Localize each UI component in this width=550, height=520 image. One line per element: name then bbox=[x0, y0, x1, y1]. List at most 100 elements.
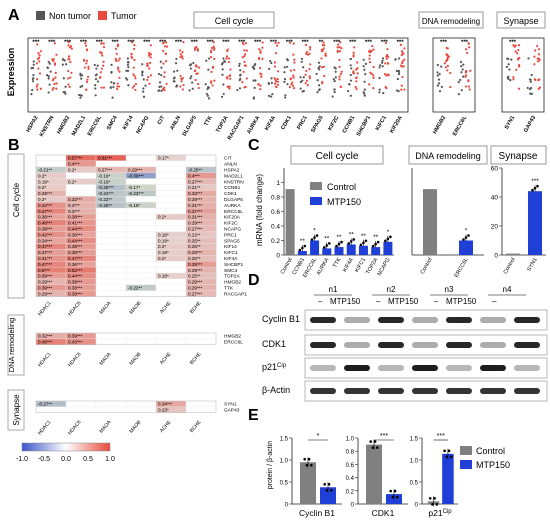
e-replicate-dot bbox=[303, 457, 307, 461]
tumor-point bbox=[244, 85, 247, 88]
heat-value: -0.21** bbox=[38, 168, 52, 173]
tumor-point bbox=[226, 48, 229, 51]
c-y-tick-label: 0 bbox=[494, 253, 498, 260]
tumor-point bbox=[276, 80, 280, 83]
significance-label: *** bbox=[127, 40, 135, 46]
non-tumor-point bbox=[505, 65, 508, 69]
tumor-point bbox=[340, 70, 343, 73]
tumor-point bbox=[293, 61, 296, 64]
tumor-point bbox=[323, 75, 326, 78]
non-tumor-point bbox=[190, 75, 193, 78]
heat-cell bbox=[95, 243, 127, 250]
panel-b-label: B bbox=[8, 137, 20, 154]
heat-value: 0.48*** bbox=[38, 221, 53, 226]
heat-value: 0.2* bbox=[68, 168, 76, 173]
e-y-tick-label: 1.0 bbox=[280, 459, 289, 465]
heat-row-label: HMGB2 bbox=[224, 280, 241, 286]
tumor-point bbox=[116, 82, 119, 85]
bar-ercc6l bbox=[459, 240, 473, 255]
e-significance-label: * bbox=[317, 433, 320, 440]
tumor-point bbox=[305, 50, 309, 54]
tumor-point bbox=[131, 86, 134, 89]
replicate-dot bbox=[389, 235, 392, 239]
heat-row-label: PRC1 bbox=[224, 232, 237, 238]
replicate-dot bbox=[301, 246, 304, 250]
heat-value: 0.39*** bbox=[68, 280, 83, 285]
tumor-point bbox=[225, 55, 229, 58]
tumor-point bbox=[228, 75, 231, 78]
tumor-point bbox=[148, 51, 151, 54]
tumor-point bbox=[533, 63, 536, 66]
non-tumor-point bbox=[160, 74, 163, 77]
significance-label: ** bbox=[361, 233, 367, 240]
non-tumor-point bbox=[47, 91, 50, 94]
non-tumor-point bbox=[349, 79, 353, 82]
panel-c-label: C bbox=[248, 137, 260, 154]
heat-value: 0.39*** bbox=[68, 334, 83, 339]
tumor-point bbox=[163, 86, 166, 89]
heat-cell bbox=[185, 400, 217, 408]
panel-a-ylabel: Expression bbox=[6, 48, 16, 97]
tumor-point bbox=[446, 69, 449, 72]
tumor-point bbox=[293, 68, 296, 72]
non-tumor-point bbox=[364, 73, 367, 76]
gene-tick-label: NCAPG bbox=[135, 115, 150, 135]
heat-value: 0.5*** bbox=[38, 268, 50, 273]
significance-label: *** bbox=[96, 40, 104, 46]
heat-value: 0.39*** bbox=[188, 262, 203, 267]
non-tumor-point bbox=[440, 65, 443, 68]
tumor-point bbox=[340, 47, 343, 50]
tumor-point bbox=[356, 72, 359, 75]
e-replicate-dot bbox=[327, 482, 331, 486]
non-tumor-point bbox=[127, 66, 130, 69]
tumor-point bbox=[182, 41, 185, 44]
tumor-point bbox=[51, 79, 54, 82]
tumor-point bbox=[308, 75, 311, 78]
panel-b-group-cell-cycle: Cell cycle bbox=[12, 182, 21, 217]
blot-band bbox=[378, 388, 404, 394]
non-tumor-point bbox=[458, 78, 462, 82]
non-tumor-point bbox=[529, 78, 532, 81]
heat-row-label: KIF14 bbox=[224, 244, 237, 250]
tumor-point bbox=[194, 78, 197, 82]
tumor-point bbox=[277, 41, 280, 44]
tumor-point bbox=[259, 88, 262, 91]
non-tumor-point bbox=[462, 63, 465, 66]
blot-row-label: p21Cip bbox=[262, 362, 287, 372]
tumor-point bbox=[260, 75, 263, 78]
heat-cell bbox=[95, 207, 127, 215]
heat-value: 0.57*** bbox=[68, 156, 83, 161]
non-tumor-point bbox=[460, 65, 463, 68]
non-tumor-point bbox=[207, 85, 210, 89]
tumor-point bbox=[467, 85, 471, 88]
tumor-point bbox=[146, 64, 149, 68]
panel-a-axes-cell-cycle bbox=[27, 37, 409, 113]
significance-label: ** bbox=[349, 231, 355, 238]
non-tumor-point bbox=[527, 57, 530, 60]
non-tumor-point bbox=[80, 94, 83, 97]
non-tumor-point bbox=[318, 88, 321, 91]
e-replicate-dot bbox=[325, 488, 329, 492]
tumor-point bbox=[241, 56, 244, 59]
non-tumor-point bbox=[363, 88, 366, 91]
tumor-point bbox=[443, 62, 446, 65]
non-tumor-point bbox=[253, 67, 256, 70]
significance-label: *** bbox=[222, 40, 230, 46]
tumor-point bbox=[116, 66, 120, 69]
e-replicate-dot bbox=[431, 503, 434, 506]
e-replicate-dot bbox=[447, 449, 451, 453]
non-tumor-point bbox=[350, 67, 353, 70]
e-replicate-dot bbox=[371, 446, 375, 449]
tumor-point bbox=[66, 77, 70, 80]
gene-tick-label: CIT bbox=[157, 114, 167, 125]
e-bar-mtp150 bbox=[320, 487, 336, 504]
tumor-point bbox=[245, 49, 248, 52]
tumor-point bbox=[165, 82, 168, 85]
non-tumor-point bbox=[267, 94, 271, 97]
heat-value: 0.29*** bbox=[188, 250, 203, 255]
non-tumor-point bbox=[437, 78, 441, 81]
tumor-point bbox=[276, 77, 279, 81]
tumor-point bbox=[371, 44, 374, 48]
heat-value: 0.36*** bbox=[68, 262, 83, 267]
non-tumor-point bbox=[238, 79, 241, 82]
